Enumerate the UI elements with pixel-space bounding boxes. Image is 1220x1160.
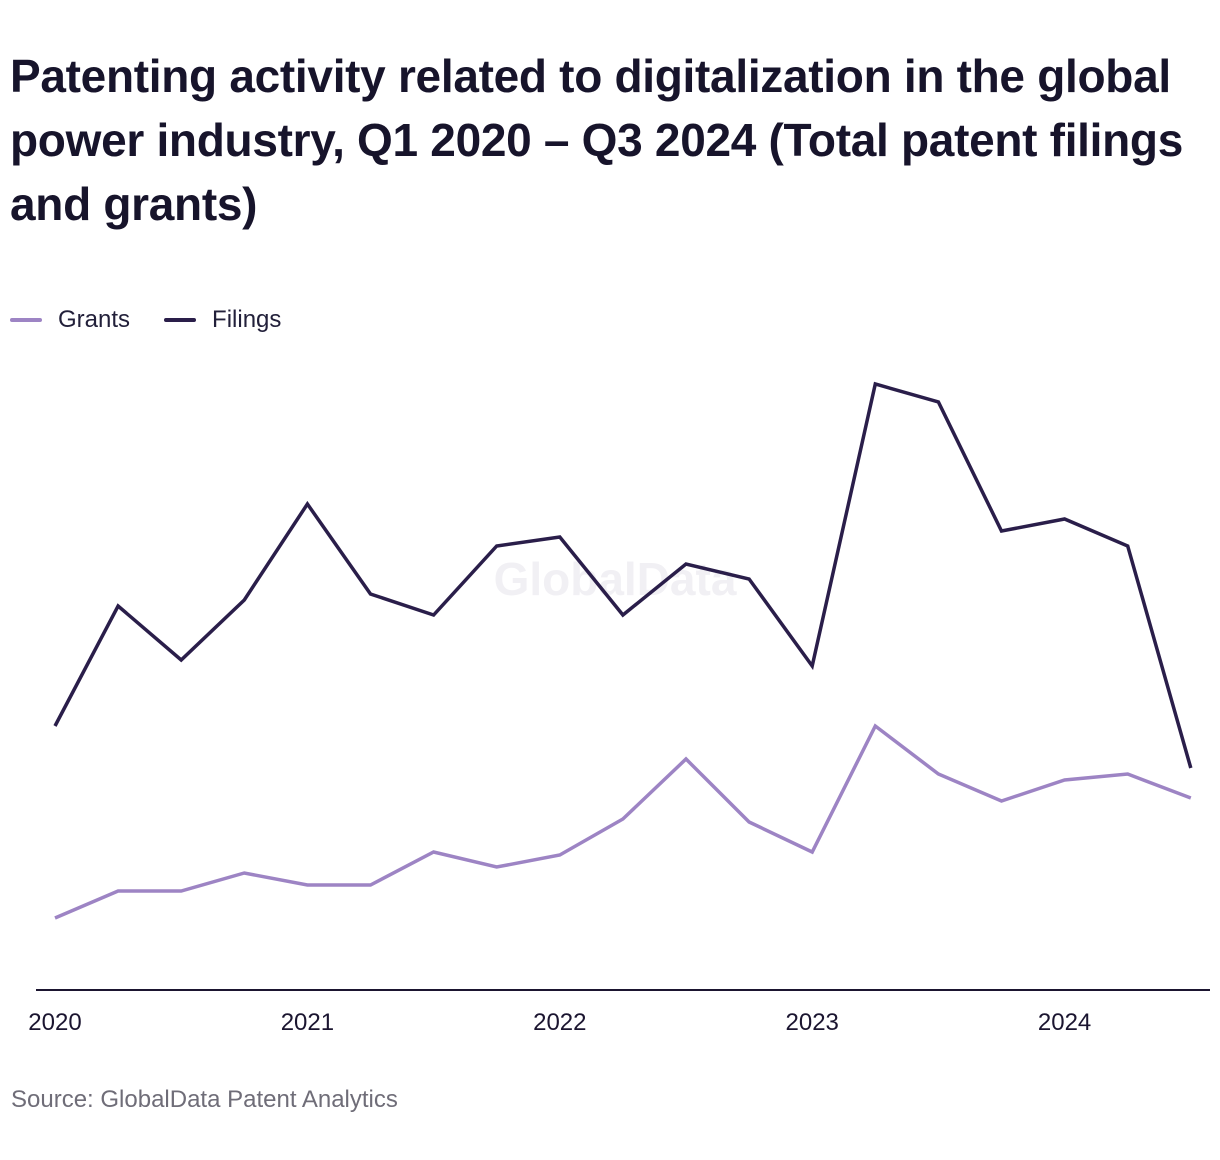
data-point-grants[interactable] [49,912,61,924]
data-point-filings[interactable] [617,609,629,621]
data-point-grants[interactable] [932,768,944,780]
data-point-filings[interactable] [932,396,944,408]
legend-label-grants: Grants [58,306,131,333]
data-point-filings[interactable] [301,498,313,510]
x-tick-label: 2023 [786,1009,839,1036]
series-layer [49,378,1197,924]
data-point-filings[interactable] [1185,762,1197,774]
data-point-filings[interactable] [491,540,503,552]
data-point-filings[interactable] [806,660,818,672]
data-point-filings[interactable] [428,609,440,621]
data-point-filings[interactable] [175,654,187,666]
data-point-filings[interactable] [112,600,124,612]
legend-swatch-grants [10,318,42,322]
x-tick-label: 2020 [28,1009,81,1036]
data-point-grants[interactable] [175,885,187,897]
legend-swatch-filings [164,318,197,322]
legend-item-filings[interactable]: Filings [164,306,281,334]
data-point-filings[interactable] [49,720,61,732]
data-point-grants[interactable] [680,753,692,765]
data-point-grants[interactable] [238,867,250,879]
data-point-grants[interactable] [806,846,818,858]
data-point-filings[interactable] [554,531,566,543]
line-chart: GlobalData 2020 2021 2022 2023 2024 [28,378,1210,1036]
data-point-grants[interactable] [112,885,124,897]
x-axis-ticks: 2020 2021 2022 2023 2024 [28,1009,1091,1036]
data-point-grants[interactable] [617,813,629,825]
data-point-grants[interactable] [1185,792,1197,804]
data-point-filings[interactable] [1059,513,1071,525]
data-point-filings[interactable] [238,594,250,606]
data-point-filings[interactable] [1122,540,1134,552]
data-point-grants[interactable] [428,846,440,858]
chart-title: Patenting activity related to digitaliza… [10,50,1184,230]
data-point-grants[interactable] [301,879,313,891]
data-point-grants[interactable] [365,879,377,891]
data-point-grants[interactable] [869,720,881,732]
legend-item-grants[interactable]: Grants [10,306,130,334]
data-point-filings[interactable] [743,573,755,585]
data-point-grants[interactable] [554,849,566,861]
source-note: Source: GlobalData Patent Analytics [11,1086,398,1113]
data-point-filings[interactable] [869,378,881,390]
data-point-grants[interactable] [743,816,755,828]
series-line-filings[interactable] [53,381,1193,769]
legend: Grants Filings [10,306,315,334]
x-tick-label: 2021 [281,1009,334,1036]
data-point-grants[interactable] [1122,768,1134,780]
legend-label-filings: Filings [212,306,282,333]
x-tick-label: 2024 [1038,1009,1091,1036]
data-point-filings[interactable] [365,588,377,600]
data-point-filings[interactable] [996,525,1008,537]
data-point-grants[interactable] [1059,774,1071,786]
data-point-grants[interactable] [491,861,503,873]
watermark: GlobalData [494,553,737,605]
data-point-grants[interactable] [996,795,1008,807]
x-tick-label: 2022 [533,1009,586,1036]
data-point-filings[interactable] [680,558,692,570]
series-line-grants[interactable] [54,723,1192,920]
